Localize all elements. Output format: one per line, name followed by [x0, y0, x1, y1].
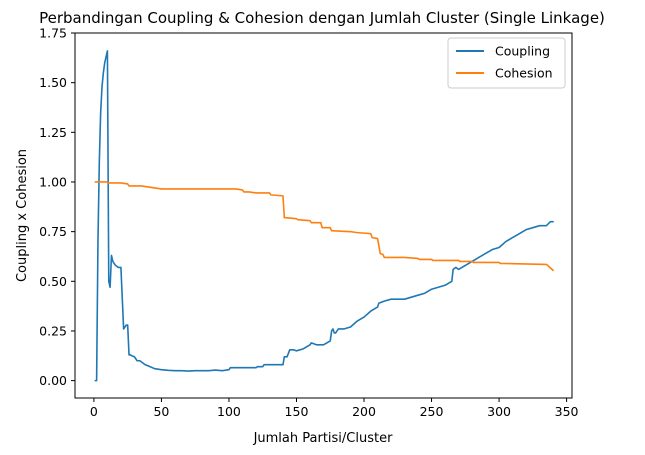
- x-tick-label: 250: [420, 404, 444, 419]
- y-tick-label: 0.50: [39, 274, 67, 289]
- legend-label-cohesion: Cohesion: [495, 66, 553, 81]
- x-axis-title: Jumlah Partisi/Cluster: [253, 431, 394, 446]
- chart-title: Perbandingan Coupling & Cohesion dengan …: [39, 9, 605, 27]
- y-tick-label: 0.75: [39, 224, 67, 239]
- y-axis-title: Coupling x Cohesion: [15, 149, 30, 282]
- x-tick-label: 150: [285, 404, 309, 419]
- x-tick-label: 100: [217, 404, 241, 419]
- y-tick-label: 1.50: [39, 75, 67, 90]
- legend-label-coupling: Coupling: [495, 44, 550, 59]
- y-tick-label: 0.25: [39, 323, 67, 338]
- x-axis: 0 50 100 150 200 250 300 350: [90, 398, 579, 419]
- x-tick-label: 350: [555, 404, 579, 419]
- legend: Coupling Cohesion: [447, 37, 566, 89]
- y-axis: 0.00 0.25 0.50 0.75 1.00 1.25 1.50 1.75: [39, 26, 75, 388]
- y-tick-label: 1.00: [39, 174, 67, 189]
- series-line-cohesion: [94, 181, 554, 272]
- series-line-coupling: [94, 50, 554, 382]
- y-tick-label: 1.75: [39, 26, 67, 41]
- series-layer: [94, 50, 554, 382]
- y-tick-label: 1.25: [39, 125, 67, 140]
- x-tick-label: 300: [487, 404, 511, 419]
- x-tick-label: 200: [352, 404, 376, 419]
- x-tick-label: 0: [90, 404, 98, 419]
- plot-area: [74, 32, 573, 399]
- y-tick-label: 0.00: [39, 373, 67, 388]
- x-tick-label: 50: [153, 404, 169, 419]
